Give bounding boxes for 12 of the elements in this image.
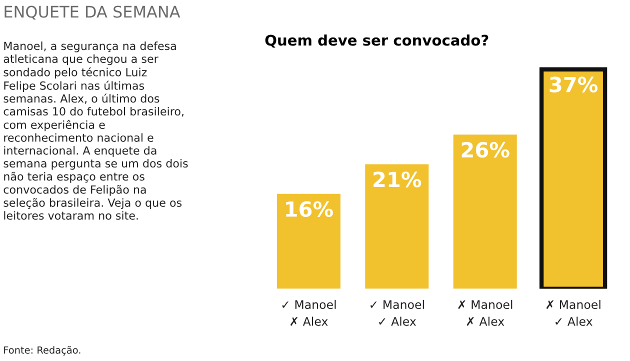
data-label: 21% (374, 172, 422, 188)
text: ENQUETE DA SEMANA (4, 6, 180, 20)
text: Manoel, a segurança na defesa atleticana que chegou a ser sondado pelo técnico Luiz Felipe Scolari nas últimas semanas. Alex, o último dos camisas 10 do futebol brasileiro, com experiência e reconhecimento nacional e internacional. A enquete da semana pergunta se um dos dois não teria espaço entre os convocados de Felipão na seleção brasileira. Veja o que os leitores votaram no site. (4, 42, 188, 220)
source-note: Fonte: Redação. (4, 346, 80, 356)
x-tick-label: ✗ Manoel ✗ Alex (458, 300, 512, 326)
data-label: 16% (286, 201, 333, 217)
chart-title: Quem deve ser convocado? (265, 34, 488, 48)
x-tick-label: ✓ Manoel ✗ Alex (282, 300, 336, 326)
data-label: 26% (462, 142, 510, 158)
data-label: 37% (550, 76, 598, 92)
x-tick-label: ✗ Manoel ✓ Alex (546, 300, 600, 326)
x-tick-label: ✓ Manoel ✓ Alex (370, 300, 424, 326)
